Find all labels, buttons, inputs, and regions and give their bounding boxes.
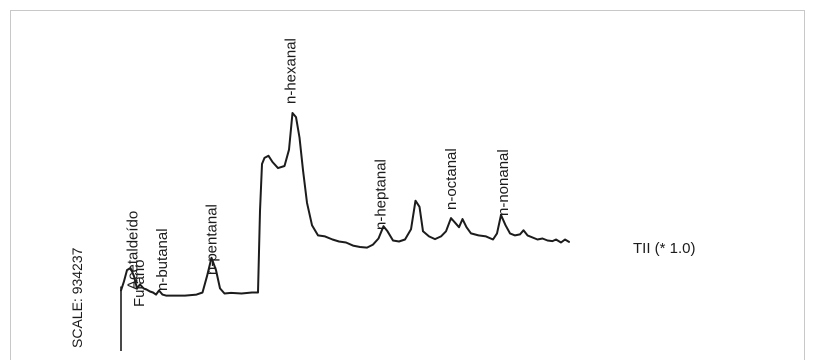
peak-label-n-pentanal: n-pentanal — [204, 204, 221, 275]
scale-label: SCALE: 934237 — [69, 247, 85, 348]
peak-label-furano: Furano — [131, 259, 148, 307]
peak-label-n-hexanal: n-hexanal — [283, 38, 300, 104]
peak-label-n-octanal: n-octanal — [443, 148, 460, 210]
trace-label: TII (* 1.0) — [633, 240, 696, 257]
peak-label-n-butanal: n-butanal — [154, 228, 171, 291]
chromatogram-trace — [120, 112, 570, 297]
peak-label-n-heptanal: n-heptanal — [373, 159, 390, 230]
peak-label-n-nonanal: n-nonanal — [495, 149, 512, 216]
figure-frame — [10, 10, 805, 360]
peak-label-acetalde-do: Acetaldeído — [125, 211, 142, 290]
